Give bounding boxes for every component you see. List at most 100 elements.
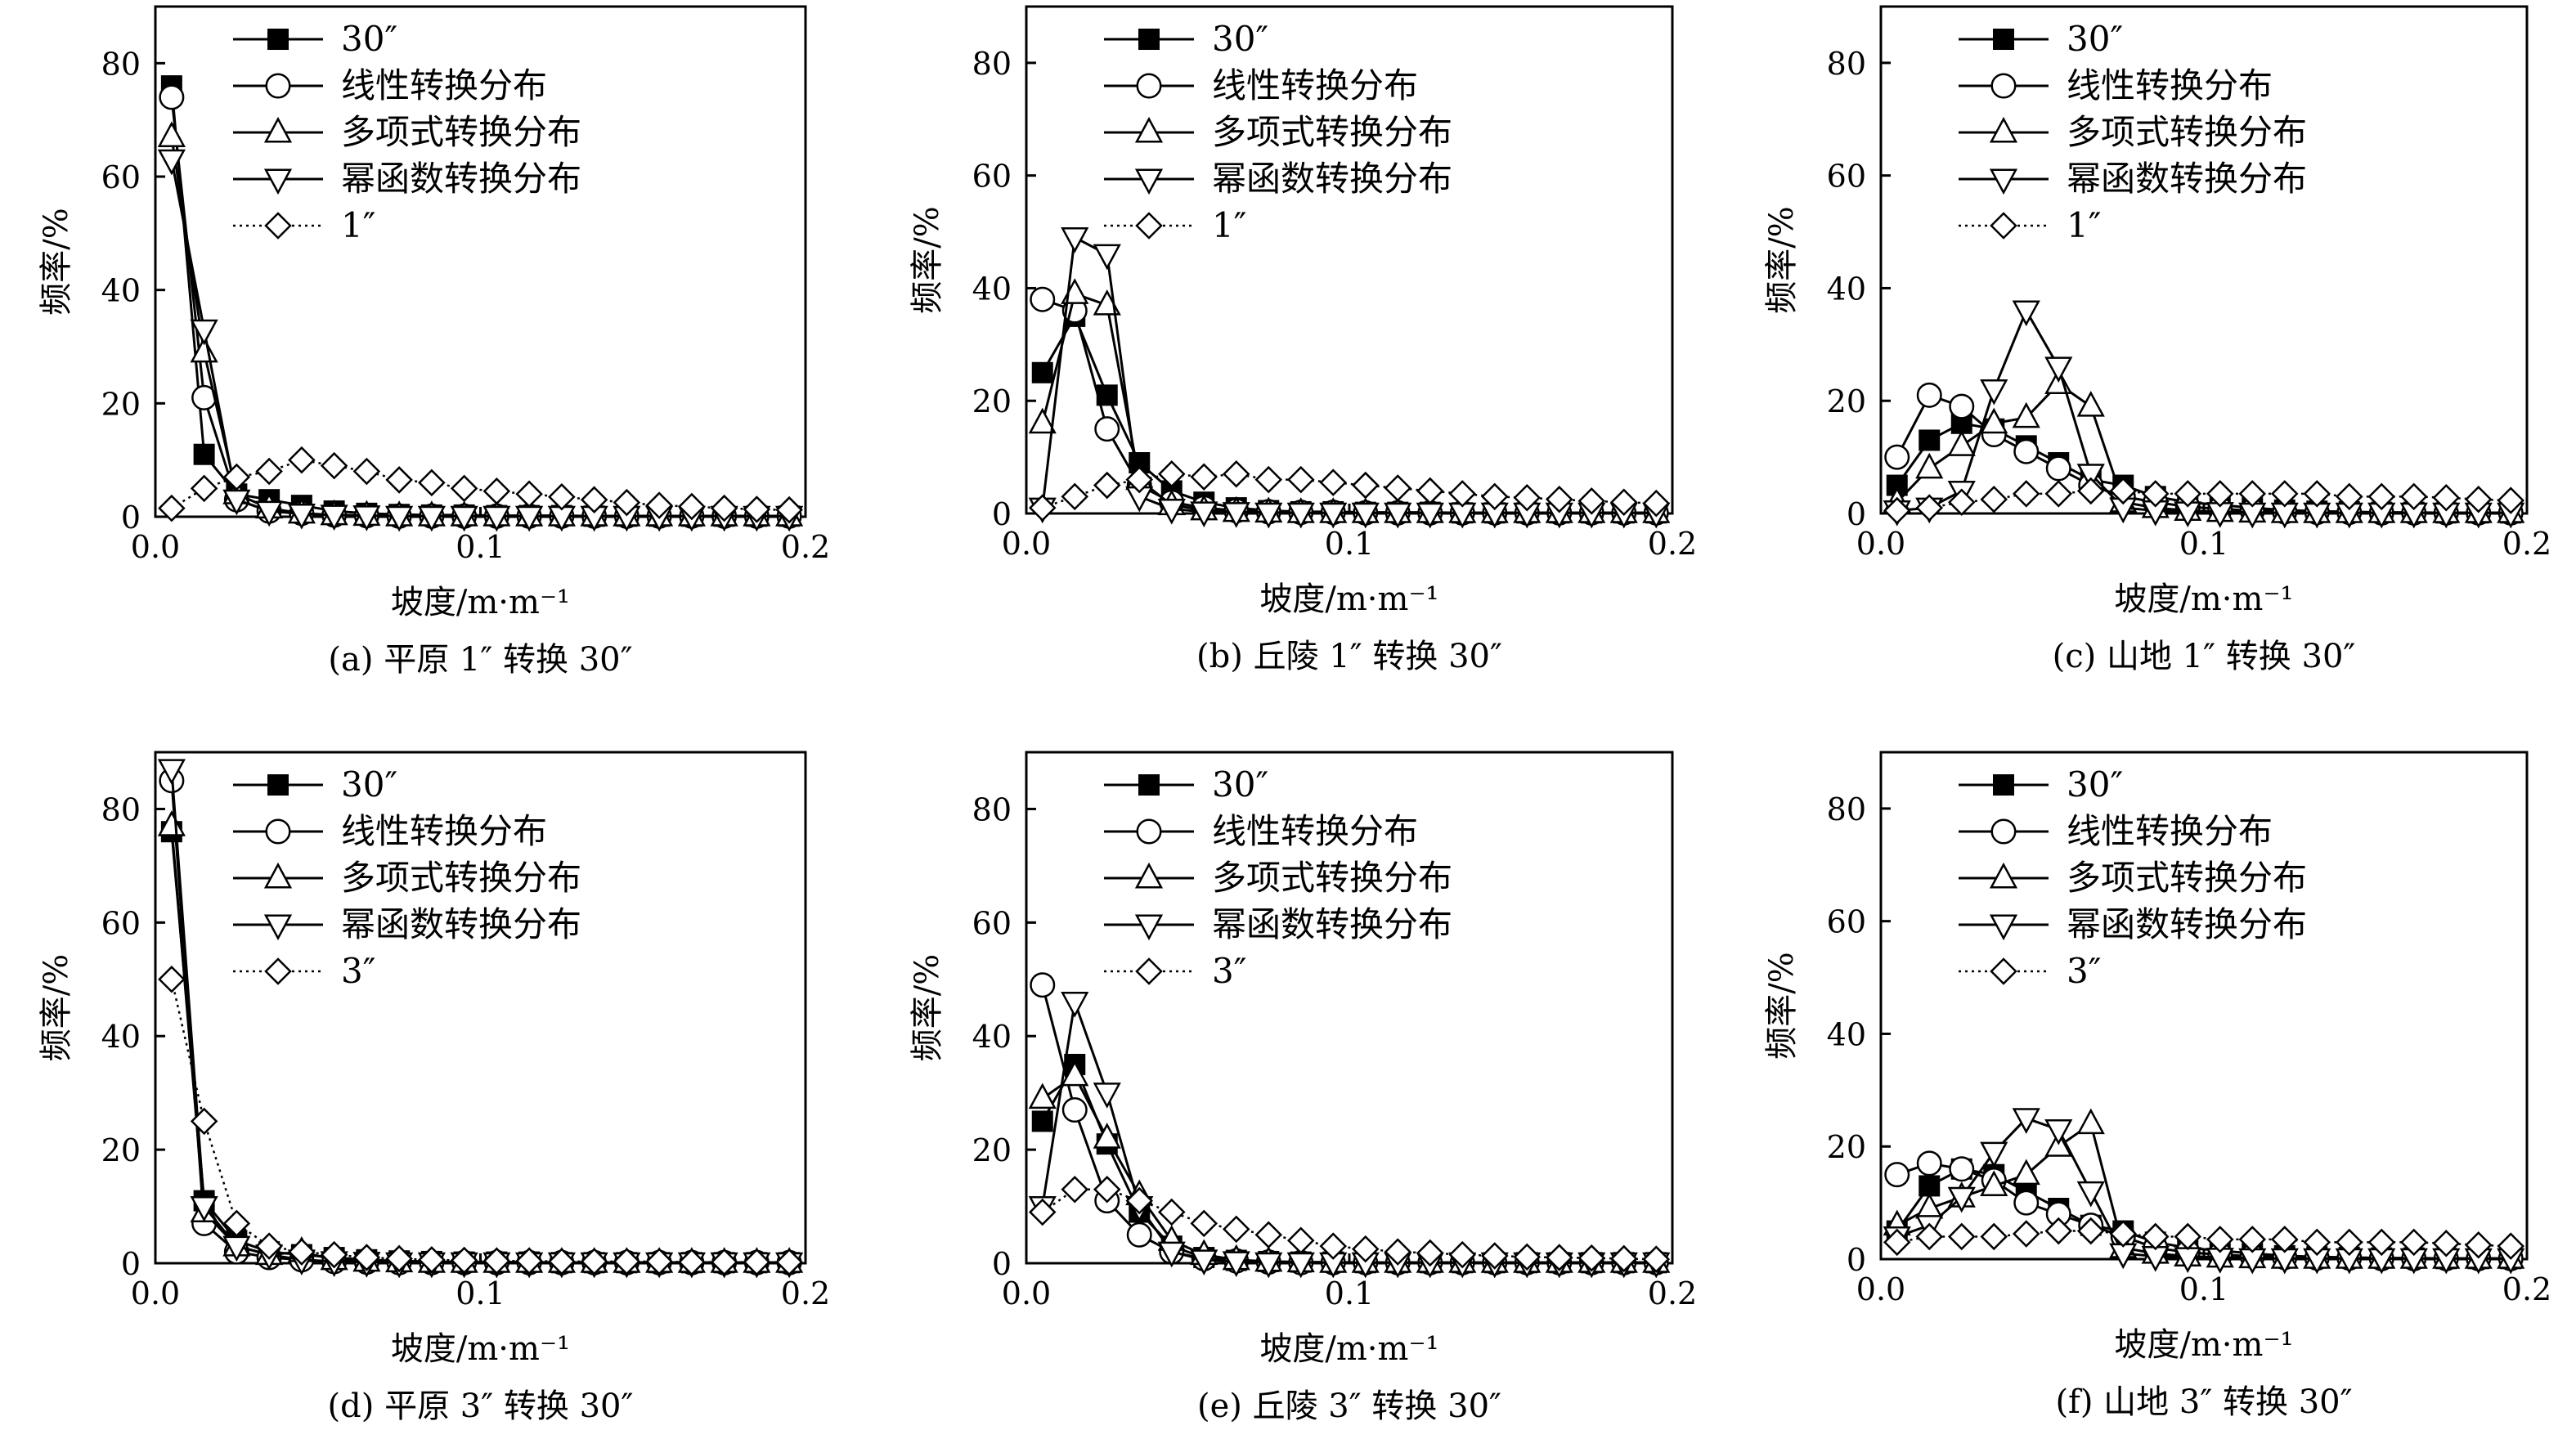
data-point <box>255 457 283 486</box>
legend-marker <box>1990 212 2017 240</box>
data-point <box>1609 488 1638 516</box>
data-point <box>287 504 316 530</box>
data-point <box>1094 416 1120 442</box>
data-point <box>2076 477 2105 505</box>
x-tick-label: 0.1 <box>456 1275 505 1311</box>
data-point <box>548 482 576 511</box>
data-point <box>1642 1245 1671 1273</box>
data-point <box>1919 1175 1941 1197</box>
data-point <box>1351 471 1380 500</box>
data-point <box>418 1246 446 1274</box>
y-tick-label: 80 <box>972 791 1012 827</box>
data-point <box>450 1246 478 1275</box>
y-axis-label: 频率/% <box>909 954 946 1061</box>
data-point <box>743 1248 771 1276</box>
y-tick-label: 80 <box>101 791 141 827</box>
x-tick-label: 0.1 <box>2179 1271 2228 1307</box>
y-axis-label: 频率/% <box>38 954 75 1061</box>
series-4 <box>1883 300 2525 529</box>
data-point <box>1884 444 1910 470</box>
data-point <box>1916 382 1942 408</box>
legend-marker <box>1134 862 1164 889</box>
data-point <box>1947 488 1976 516</box>
data-point <box>1480 1242 1509 1270</box>
data-point <box>1384 474 1412 502</box>
y-tick-label: 20 <box>1827 1129 1866 1165</box>
data-point <box>2335 1228 2363 1257</box>
data-point <box>678 1248 706 1276</box>
legend-label: 3″ <box>341 951 375 991</box>
data-point <box>2497 1232 2525 1260</box>
data-point <box>1947 1186 1976 1213</box>
legend-label: 线性转换分布 <box>341 65 547 105</box>
data-point <box>1286 465 1315 494</box>
data-point <box>1061 1060 1089 1087</box>
data-point <box>775 1248 803 1276</box>
x-tick-label: 0.0 <box>1856 1271 1905 1307</box>
x-tick-label: 0.2 <box>1648 1275 1697 1311</box>
y-tick-label: 80 <box>1827 791 1866 827</box>
legend-label: 多项式转换分布 <box>2067 112 2307 152</box>
legend-label: 幂函数转换分布 <box>2067 159 2307 199</box>
data-point <box>385 505 414 532</box>
legend-marker <box>267 774 289 796</box>
data-point <box>450 505 478 532</box>
data-point <box>1126 1222 1152 1248</box>
data-point <box>157 759 186 785</box>
data-point <box>385 466 413 494</box>
x-tick-label: 0.1 <box>1325 1275 1374 1311</box>
data-point <box>2044 1217 2073 1245</box>
data-point <box>1351 1235 1380 1263</box>
x-tick-label: 0.1 <box>456 529 505 565</box>
data-point <box>1061 482 1089 511</box>
y-tick-label: 0 <box>1847 496 1866 532</box>
data-point <box>2174 1222 2202 1251</box>
data-point <box>2012 480 2040 508</box>
data-point <box>1319 1232 1348 1260</box>
data-point <box>158 494 186 522</box>
data-point <box>1093 1083 1121 1109</box>
data-point <box>1254 1252 1283 1279</box>
legend-marker <box>1989 116 2018 143</box>
data-point <box>1883 1228 1911 1257</box>
data-point <box>1416 1239 1444 1267</box>
data-point <box>1254 502 1283 529</box>
data-point <box>2270 1226 2299 1253</box>
data-point <box>1980 379 2008 406</box>
data-point <box>2464 1231 2493 1259</box>
x-tick-label: 0.0 <box>1002 526 1051 562</box>
data-point <box>1157 460 1186 488</box>
data-point <box>645 1248 673 1275</box>
legend-label: 多项式转换分布 <box>1212 112 1452 152</box>
data-point <box>1949 1156 1975 1182</box>
data-point <box>710 1248 738 1276</box>
data-point <box>2109 1220 2138 1248</box>
data-point <box>157 149 186 176</box>
y-tick-label: 60 <box>972 905 1012 941</box>
data-point <box>2303 1228 2331 1257</box>
data-point <box>1947 430 1976 456</box>
data-point <box>2432 1229 2461 1257</box>
y-tick-label: 40 <box>101 273 141 309</box>
chart-panel-5: 0 20 40 60 80 0.0 0.1 0.2 频率/% 坡度/m·m⁻¹ (e) 丘陵 3″ … <box>909 751 1697 1425</box>
x-tick-label: 0.1 <box>1325 526 1374 562</box>
x-axis-label: 坡度/m·m⁻¹ <box>2114 581 2293 618</box>
y-tick-label: 20 <box>101 386 141 422</box>
legend-label: 多项式转换分布 <box>2067 858 2307 898</box>
legend-marker <box>1135 957 1163 985</box>
legend-marker <box>1989 862 2018 889</box>
series-5 <box>1028 460 1671 522</box>
x-tick-label: 0.0 <box>1002 1275 1051 1311</box>
data-point <box>1642 489 1671 518</box>
legend-label: 1″ <box>1212 205 1246 245</box>
data-point <box>1061 1175 1089 1204</box>
legend-marker <box>1990 818 2017 845</box>
data-point <box>1093 471 1121 500</box>
y-tick-label: 0 <box>1847 1242 1866 1278</box>
data-point <box>1028 1083 1057 1110</box>
series-5 <box>1883 1217 2525 1260</box>
legend-marker <box>1134 168 1164 195</box>
panel-caption: (f) 山地 3″ 转换 30″ <box>2055 1383 2352 1421</box>
